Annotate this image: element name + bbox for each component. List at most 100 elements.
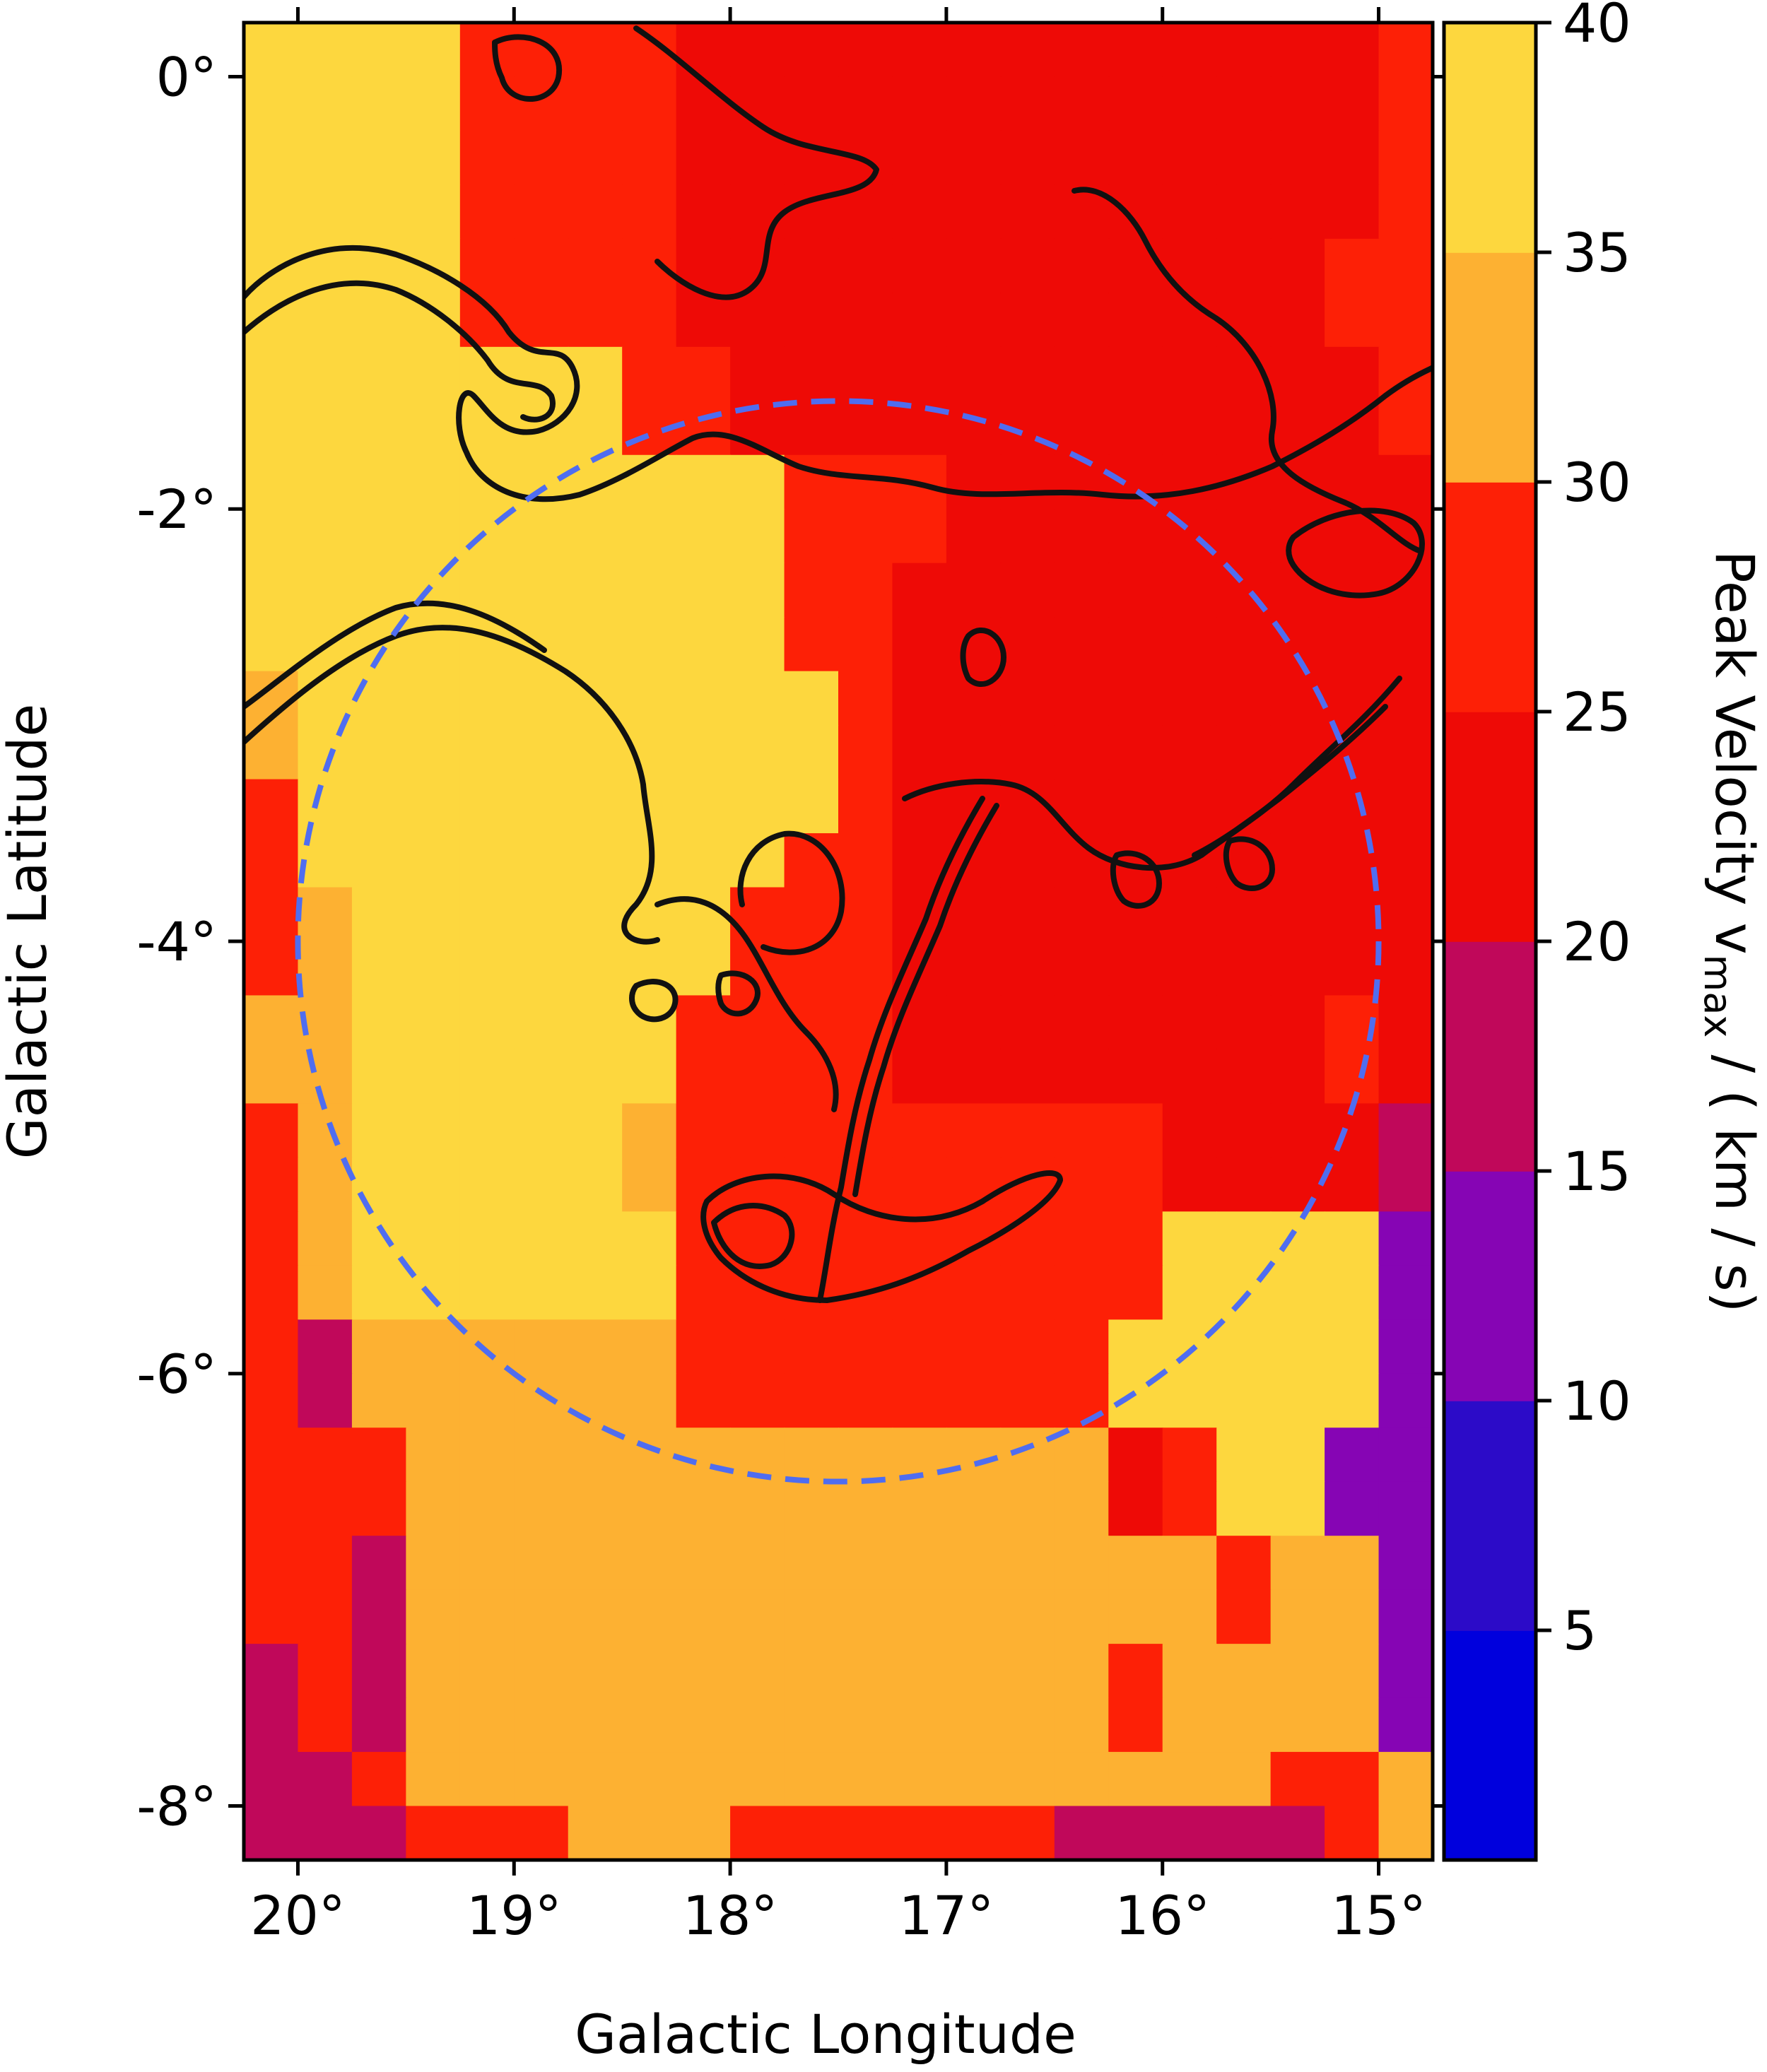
heatmap-cell (1325, 1428, 1380, 1483)
heatmap-cell (1270, 1373, 1325, 1429)
heatmap-cell (406, 1157, 461, 1213)
heatmap-cell (514, 1752, 569, 1807)
heatmap-cell (244, 1265, 299, 1321)
heatmap-cell (838, 941, 893, 996)
heatmap-cell (838, 1697, 893, 1753)
heatmap-cell (622, 1103, 677, 1158)
heatmap-cell (1108, 184, 1163, 240)
heatmap-cell (351, 454, 407, 510)
heatmap-cell (838, 238, 893, 294)
y-axis: 0° -2° -4° -6° -8° (136, 45, 1448, 1838)
heatmap-cell (298, 401, 353, 456)
heatmap-cell (1162, 1806, 1217, 1860)
heatmap-cell (244, 1211, 299, 1266)
heatmap-cell (298, 346, 353, 402)
heatmap-cell (1270, 1589, 1325, 1644)
heatmap-cell (1216, 1319, 1272, 1375)
heatmap-cell (1325, 1644, 1380, 1699)
contour-right-loop (1286, 507, 1425, 599)
heatmap-cell (459, 238, 515, 294)
heatmap-cell (568, 23, 623, 78)
heatmap-cell (1378, 887, 1433, 942)
heatmap-cell (784, 293, 839, 348)
heatmap-cell (1162, 671, 1217, 726)
heatmap-cell (351, 1481, 407, 1536)
heatmap-cell (622, 1428, 677, 1483)
heatmap-cell (892, 1752, 947, 1807)
heatmap-cell (459, 1157, 515, 1213)
heatmap-cell (1378, 76, 1433, 131)
heatmap-cell (1378, 238, 1433, 294)
heatmap-cell (1325, 1536, 1380, 1591)
heatmap-cell (892, 184, 947, 240)
heatmap-cell (1325, 1481, 1380, 1536)
heatmap-cell (1000, 1428, 1055, 1483)
heatmap-cell (459, 1211, 515, 1266)
heatmap-cell (514, 1806, 569, 1860)
heatmap-cell (1108, 1211, 1163, 1266)
heatmap-cell (622, 1265, 677, 1321)
heatmap-cell (1108, 1806, 1163, 1860)
heatmap-cell (838, 509, 893, 564)
heatmap-cell (514, 941, 569, 996)
heatmap-cell (351, 1049, 407, 1105)
heatmap-cell (406, 23, 461, 78)
heatmap-cell (730, 725, 785, 780)
heatmap-cell (1000, 887, 1055, 942)
heatmap-cell (1108, 671, 1163, 726)
heatmap-cell (1162, 1752, 1217, 1807)
heatmap-cell (568, 1481, 623, 1536)
heatmap-cell (676, 779, 731, 834)
heatmap-cell (946, 293, 1002, 348)
heatmap-cell (892, 617, 947, 672)
heatmap-cell (838, 671, 893, 726)
heatmap-cell (568, 941, 623, 996)
heatmap-cell (1108, 1536, 1163, 1591)
heatmap-cell (351, 184, 407, 240)
heatmap-cell (406, 1319, 461, 1375)
heatmap-cell (1054, 1481, 1110, 1536)
heatmap-cell (946, 1697, 1002, 1753)
heatmap-cell (1216, 1481, 1272, 1536)
heatmap-cell (1270, 1157, 1325, 1213)
contour-small-blob-4 (1110, 850, 1162, 909)
heatmap-cell (1325, 779, 1380, 834)
heatmap-cell (622, 1373, 677, 1429)
heatmap-cell (514, 1536, 569, 1591)
heatmap-cell (351, 833, 407, 888)
heatmap-cell (568, 725, 623, 780)
heatmap-cell (1378, 1373, 1433, 1429)
heatmap-cell (1216, 23, 1272, 78)
heatmap-cell (730, 293, 785, 348)
heatmap-cell (1108, 401, 1163, 456)
heatmap-cell (568, 617, 623, 672)
heatmap-cell (1270, 1536, 1325, 1591)
heatmap-cell (1270, 1319, 1325, 1375)
heatmap-cell (406, 76, 461, 131)
colorbar-tick-label: 10 (1563, 1370, 1631, 1432)
heatmap-cell (946, 1428, 1002, 1483)
heatmap-cell (244, 1428, 299, 1483)
heatmap-cell (1054, 1536, 1110, 1591)
heatmap-cell (1216, 1049, 1272, 1105)
heatmap-cell (1270, 346, 1325, 402)
heatmap-cell (892, 1806, 947, 1860)
heatmap-cell (730, 1589, 785, 1644)
heatmap-cell (838, 23, 893, 78)
heatmap-cell (1325, 1211, 1380, 1266)
heatmap-cell (784, 1644, 839, 1699)
heatmap-cell (838, 563, 893, 618)
heatmap-cell (514, 995, 569, 1050)
heatmap-cell (838, 1373, 893, 1429)
heatmap-cell (1000, 454, 1055, 510)
heatmap-cell (676, 941, 731, 996)
heatmap-cell (676, 1536, 731, 1591)
heatmap-cell (244, 130, 299, 186)
heatmap-cell (676, 293, 731, 348)
heatmap-cell (1378, 1319, 1433, 1375)
heatmap-cell (946, 346, 1002, 402)
heatmap-cell (1000, 1697, 1055, 1753)
heatmap-cell (1325, 76, 1380, 131)
heatmap-cell (892, 346, 947, 402)
heatmap-cell (351, 779, 407, 834)
